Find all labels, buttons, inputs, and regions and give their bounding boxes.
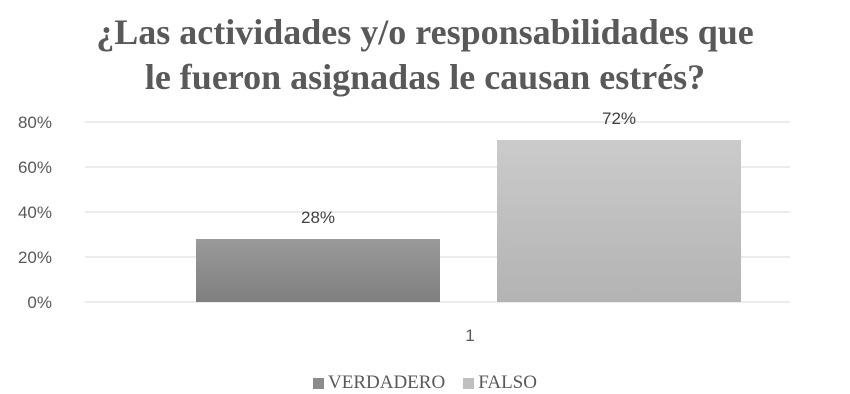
data-label-falso: 72%: [602, 109, 636, 128]
bar-falso: [497, 140, 741, 302]
chart-title-line-1: ¿Las actividades y/o responsabilidades q…: [96, 12, 754, 52]
legend-item-verdadero: VERDADERO: [313, 372, 445, 394]
chart-title-line-2: le fueron asignadas le causan estrés?: [144, 57, 706, 97]
legend-label-verdadero: VERDADERO: [328, 372, 446, 393]
data-label-verdadero: 28%: [301, 208, 335, 227]
legend-swatch-falso: [463, 377, 475, 389]
y-tick-label: 80%: [18, 113, 52, 132]
y-tick-label: 20%: [18, 248, 52, 267]
legend-label-falso: FALSO: [478, 372, 537, 393]
x-category-label: 1: [465, 326, 474, 345]
y-tick-label: 40%: [18, 203, 52, 222]
y-tick-label: 60%: [18, 158, 52, 177]
legend-swatch-verdadero: [313, 377, 325, 389]
bar-verdadero: [196, 239, 440, 302]
legend-item-falso: FALSO: [463, 372, 537, 394]
y-tick-label: 0%: [27, 293, 52, 312]
legend: VERDADERO FALSO: [0, 372, 850, 394]
